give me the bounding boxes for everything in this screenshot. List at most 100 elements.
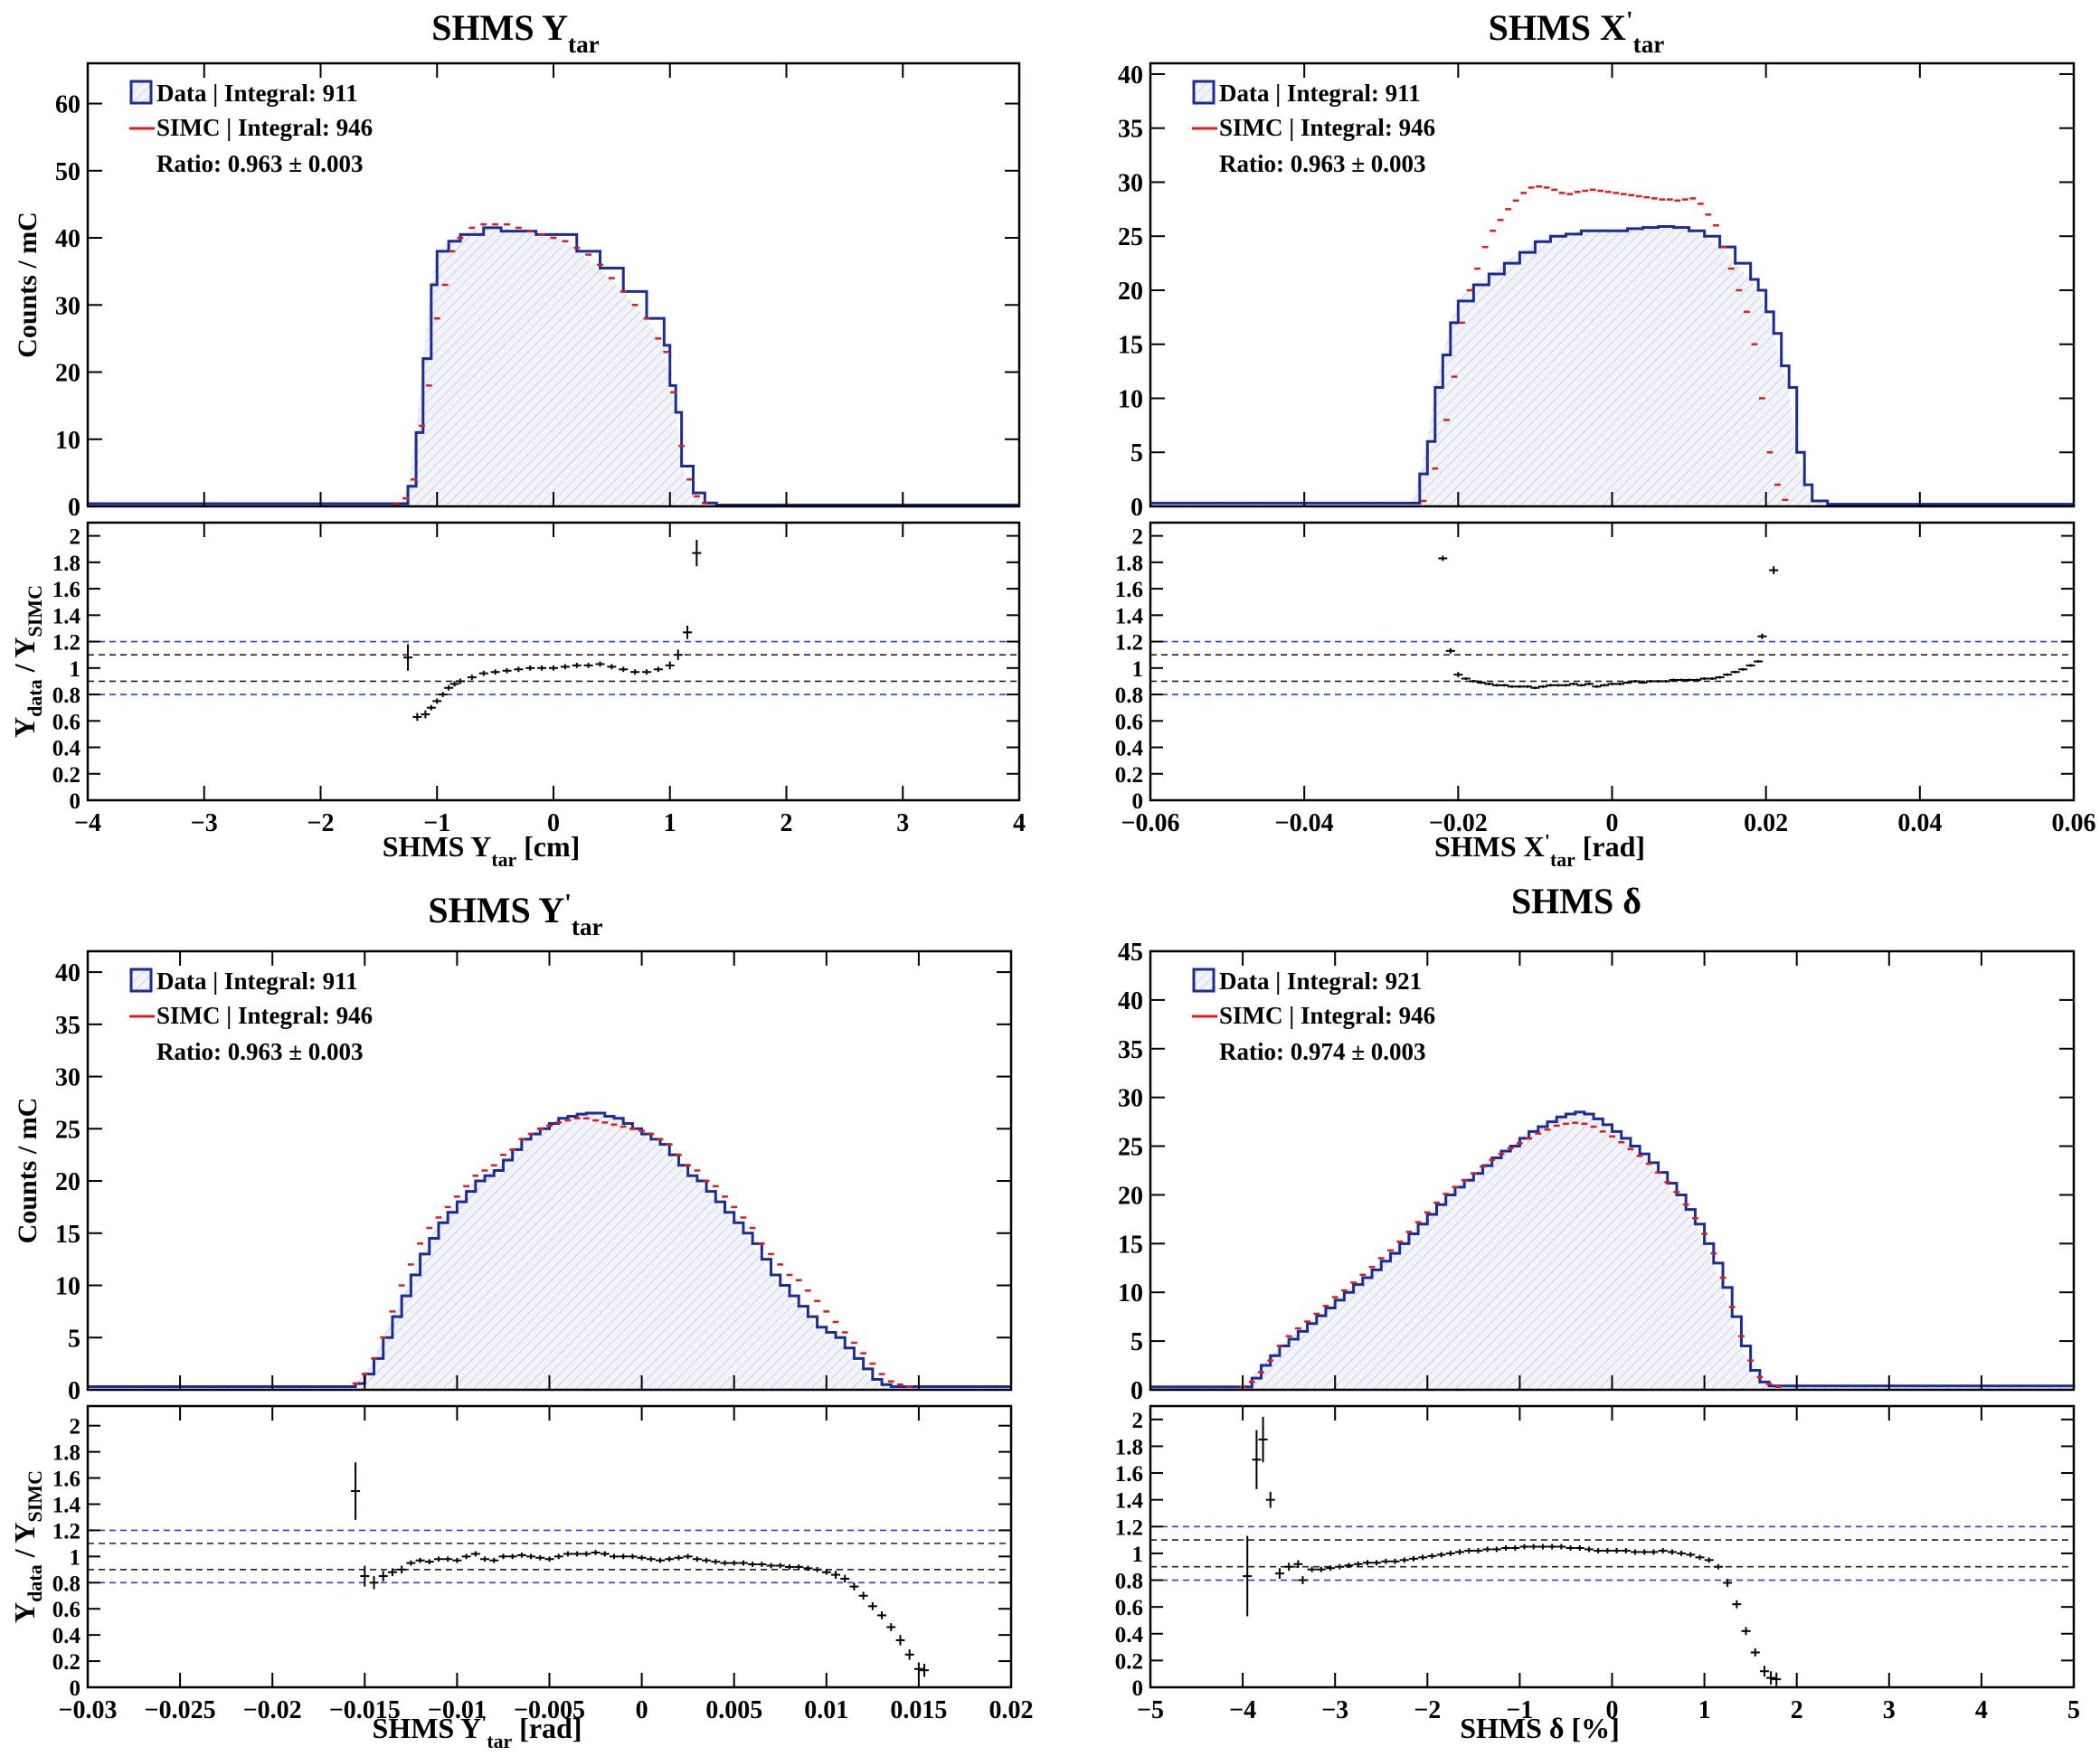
x-axis-label-sub: tar	[491, 849, 516, 871]
x-tick-label: 0.06	[2052, 809, 2096, 837]
chart-title-main: SHMS Y	[431, 7, 568, 48]
legend-data-swatch	[129, 80, 153, 105]
x-tick-label: 2	[1791, 1696, 1803, 1724]
y-tick-label: 30	[1118, 169, 1143, 197]
ratio-y-tick-label: 0.8	[52, 1572, 80, 1596]
ratio-y-tick-label: 1.4	[1115, 1489, 1144, 1514]
x-tick-label: 0.04	[1897, 809, 1942, 837]
legend-data-swatch	[129, 968, 153, 993]
x-tick-label: −0.02	[243, 1696, 302, 1724]
ratio-y-tick-label: 0	[70, 789, 81, 814]
y-tick-label: 40	[1118, 61, 1143, 90]
ratio-y-tick-label: 0.6	[52, 710, 80, 734]
lower-frame	[86, 521, 1021, 802]
ratio-ylabel-a: Y	[8, 1602, 41, 1623]
ratio-y-tick-label: 1	[70, 1545, 81, 1570]
x-tick-label: 0.005	[705, 1696, 762, 1724]
data-histogram-line	[88, 1111, 1011, 1389]
data-histogram-fill	[1150, 1111, 2074, 1390]
y-tick-label: 40	[1118, 987, 1143, 1015]
x-tick-label: −0.04	[1275, 809, 1334, 837]
x-tick-label: −1	[423, 809, 450, 837]
ratio-y-tick-label: 1.2	[52, 1519, 80, 1544]
x-axis-label-main: SHMS X	[1434, 830, 1545, 863]
x-tick-label: 1	[1698, 1696, 1711, 1724]
y-tick-label: 30	[55, 1064, 80, 1092]
ratio-y-tick-label: 1.8	[1115, 552, 1143, 576]
y-tick-label: 10	[55, 1273, 80, 1301]
x-tick-label: 0.015	[890, 1696, 947, 1724]
data-histogram-line	[1150, 224, 2074, 506]
legend-data-swatch	[1192, 80, 1216, 105]
x-tick-label: 3	[1883, 1696, 1896, 1724]
x-tick-label: 2	[780, 809, 793, 837]
ratio-ylabel-asub: data	[24, 679, 46, 717]
legend-simc-label: SIMC | Integral: 946	[156, 114, 373, 141]
chart-title: SHMS Ytar	[431, 7, 599, 58]
y-tick-label: 35	[55, 1012, 80, 1040]
legend-data-swatch	[1192, 968, 1216, 993]
x-axis-label-main: SHMS δ	[1460, 1712, 1564, 1744]
x-axis-label-unit: [cm]	[516, 830, 580, 863]
x-tick-label: 0	[636, 1696, 648, 1724]
y-tick-label: 20	[55, 1168, 80, 1196]
x-tick-label: −2	[307, 809, 335, 837]
legend-data-label: Data | Integral: 911	[1219, 80, 1421, 107]
ratio-y-tick-label: 0.2	[52, 763, 80, 788]
ratio-y-tick-label: 1.2	[1115, 1515, 1143, 1540]
x-tick-label: −0.025	[145, 1696, 216, 1724]
x-tick-label: 0	[1606, 809, 1619, 837]
y-tick-label: 30	[55, 292, 80, 320]
ratio-ylabel-a: Y	[8, 717, 41, 738]
data-histogram-fill	[88, 227, 1019, 507]
chart-title-sub: tar	[1633, 31, 1665, 58]
ratio-y-tick-label: 0.2	[1115, 763, 1143, 788]
ratio-y-tick-label: 1.6	[1115, 1462, 1143, 1487]
data-histogram-fill	[88, 1112, 1011, 1390]
ratio-y-tick-label: 2	[70, 1415, 81, 1440]
chart-title: SHMS Y'tar	[428, 890, 602, 940]
chart-title-sub: tar	[572, 913, 603, 940]
y-tick-label: 10	[1118, 385, 1143, 413]
ratio-ylabel-bsub: SIMC	[24, 1470, 46, 1522]
x-axis-label-prime: '	[481, 1711, 487, 1733]
y-tick-label: 30	[1118, 1085, 1143, 1113]
x-axis-label-unit: [rad]	[1575, 830, 1645, 863]
x-axis-label-unit: [rad]	[512, 1712, 582, 1744]
ratio-ylabel-bsub: SIMC	[24, 585, 46, 637]
y-tick-label: 15	[1118, 332, 1143, 360]
legend-data-label: Data | Integral: 921	[1219, 968, 1422, 995]
ratio-y-tick-label: 0.6	[1115, 1596, 1143, 1620]
y-tick-label: 60	[55, 91, 80, 119]
x-tick-label: −2	[1414, 1696, 1441, 1724]
legend-simc-label: SIMC | Integral: 946	[156, 1002, 373, 1029]
x-tick-label: 0.02	[1744, 809, 1788, 837]
lower-frame	[86, 1404, 1013, 1689]
legend-ratio-label: Ratio: 0.963 ± 0.003	[156, 1038, 364, 1065]
y-tick-label: 35	[1118, 116, 1143, 144]
legend-ratio-label: Ratio: 0.963 ± 0.003	[1219, 150, 1426, 177]
chart-title-main: SHMS X	[1489, 7, 1626, 48]
y-tick-label: 20	[55, 360, 80, 388]
x-tick-label: −0.005	[514, 1696, 585, 1724]
y-tick-label: 50	[55, 158, 80, 186]
ratio-y-tick-label: 1.6	[52, 578, 80, 602]
ratio-y-tick-label: 0	[1132, 1676, 1144, 1701]
x-tick-label: −0.015	[329, 1696, 401, 1724]
ratio-y-tick-label: 0	[70, 1676, 81, 1701]
ratio-ylabel-b: / Y	[8, 637, 41, 679]
ratio-y-tick-label: 1.8	[1115, 1435, 1143, 1459]
x-axis-label: SHMS δ [%]	[1460, 1712, 1620, 1744]
y-tick-label: 40	[55, 225, 80, 253]
ratio-y-tick-label: 2	[70, 525, 81, 550]
y-tick-label: 45	[1118, 939, 1143, 967]
ratio-ylabel-b: / Y	[8, 1522, 41, 1564]
ratio-y-tick-label: 1.4	[52, 1493, 81, 1517]
y-tick-label: 0	[1130, 1377, 1143, 1405]
x-axis-label-prime: '	[1545, 829, 1550, 852]
y-tick-label: 35	[1118, 1036, 1143, 1064]
x-tick-label: −0.06	[1121, 809, 1180, 837]
x-tick-label: 3	[896, 809, 909, 837]
